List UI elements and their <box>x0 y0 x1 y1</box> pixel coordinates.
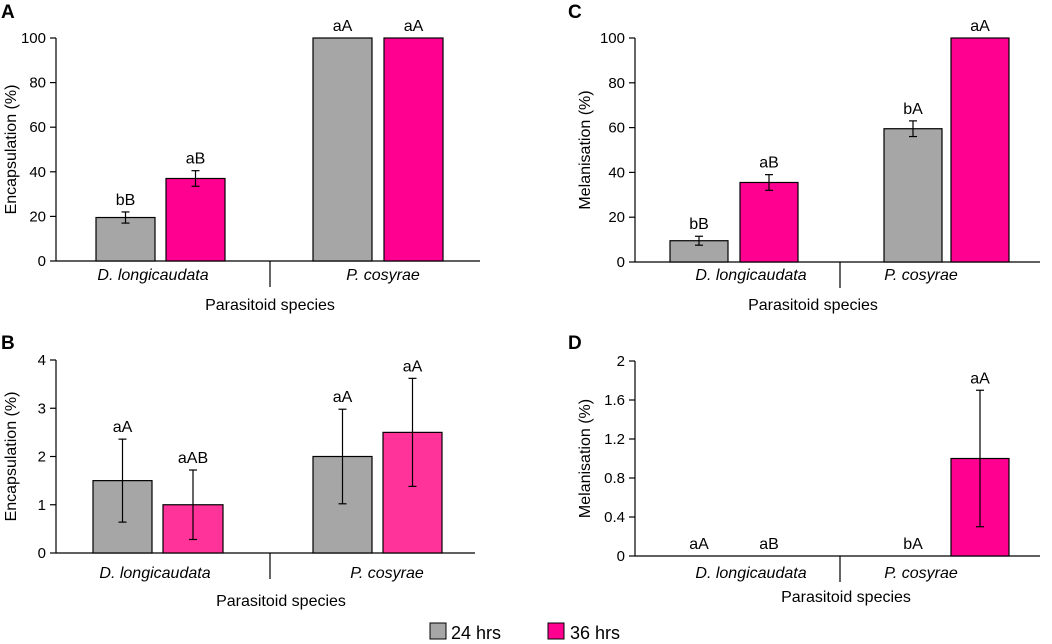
y-tick-label: 3 <box>38 400 46 417</box>
category-label: D. longicaudata <box>97 267 208 284</box>
y-tick-label: 80 <box>29 75 46 92</box>
panel-b: B 0 1 2 3 4 Encapsulation (%) D. longicaudata P.… <box>1 333 475 610</box>
y-axis-label: Encapsulation (%) <box>3 392 20 522</box>
bar-24hrs <box>883 128 943 263</box>
y-tick-label: 4 <box>38 352 46 369</box>
category-label: D. longicaudata <box>695 267 806 284</box>
significance-letter: aAB <box>178 450 208 467</box>
significance-letter: bB <box>116 192 136 209</box>
significance-letter: bB <box>689 216 709 233</box>
y-axis-label: Melanisation (%) <box>577 90 594 209</box>
bar-36hrs <box>950 37 1010 263</box>
x-axis-label: Parasitoid species <box>205 297 335 314</box>
y-tick-label: 100 <box>600 30 625 47</box>
significance-letter: bA <box>903 101 923 118</box>
y-tick-label: 20 <box>29 208 46 225</box>
bar-36hrs <box>383 37 444 262</box>
bar-24hrs <box>312 37 373 262</box>
x-axis-label: Parasitoid species <box>781 589 911 606</box>
significance-letter: aA <box>113 419 133 436</box>
legend-label-36: 36 hrs <box>570 623 620 643</box>
y-tick-label: 0 <box>617 548 625 565</box>
y-tick-label: 0.8 <box>604 470 625 487</box>
y-tick-label: 20 <box>608 209 625 226</box>
significance-letter: aB <box>186 151 206 168</box>
bar-36hrs <box>165 177 226 262</box>
category-label: D. longicaudata <box>695 565 806 582</box>
significance-letter: aA <box>689 536 709 553</box>
significance-letter: aA <box>333 18 353 35</box>
significance-letter: aB <box>759 536 779 553</box>
y-tick-label: 0 <box>617 254 625 271</box>
y-tick-label: 60 <box>29 119 46 136</box>
y-tick-label: 1 <box>38 497 46 514</box>
panel-c: C 0 20 40 60 80 100 Melanisation (%) D. longicau… <box>568 2 1040 314</box>
legend-swatch-24 <box>429 622 447 640</box>
y-axis-label: Encapsulation (%) <box>3 85 20 215</box>
panel-d: D 0 0.4 0.8 1.2 1.6 2 Melanisation (%) D. longic… <box>568 333 1040 606</box>
y-tick-label: 1.2 <box>604 431 625 448</box>
category-label: P. cosyrae <box>350 565 424 582</box>
y-axis-label: Melanisation (%) <box>577 399 594 518</box>
legend: 24 hrs 36 hrs <box>429 622 620 643</box>
y-tick-label: 0 <box>38 253 46 270</box>
y-tick-label: 80 <box>608 75 625 92</box>
panel-letter: B <box>1 333 15 354</box>
significance-letter: aA <box>333 389 353 406</box>
category-label: P. cosyrae <box>884 565 958 582</box>
panel-a: A 0 20 40 60 80 100 Encapsulation (%) D. longica… <box>1 2 480 314</box>
panel-letter: D <box>568 333 582 354</box>
significance-letter: aA <box>404 18 424 35</box>
y-tick-label: 40 <box>608 164 625 181</box>
x-axis-label: Parasitoid species <box>216 593 346 610</box>
y-tick-label: 0 <box>38 545 46 562</box>
y-tick-label: 1.6 <box>604 392 625 409</box>
significance-letter: aA <box>970 370 990 387</box>
y-tick-label: 60 <box>608 120 625 137</box>
category-label: D. longicaudata <box>99 565 210 582</box>
category-label: P. cosyrae <box>884 267 958 284</box>
significance-letter: aB <box>759 155 779 172</box>
significance-letter: aA <box>403 358 423 375</box>
y-tick-label: 100 <box>21 30 46 47</box>
significance-letter: aA <box>970 18 990 35</box>
y-tick-label: 2 <box>617 353 625 370</box>
y-tick-label: 40 <box>29 164 46 181</box>
significance-letter: bA <box>903 536 923 553</box>
category-label: P. cosyrae <box>346 267 420 284</box>
x-axis-label: Parasitoid species <box>748 297 878 314</box>
legend-swatch-36 <box>547 622 565 640</box>
y-tick-label: 0.4 <box>604 509 625 526</box>
y-tick-label: 2 <box>38 449 46 466</box>
bar-24hrs <box>95 216 156 262</box>
panel-letter: A <box>1 2 15 23</box>
legend-label-24: 24 hrs <box>451 623 501 643</box>
bar-36hrs <box>739 181 799 263</box>
panel-letter: C <box>568 2 582 23</box>
